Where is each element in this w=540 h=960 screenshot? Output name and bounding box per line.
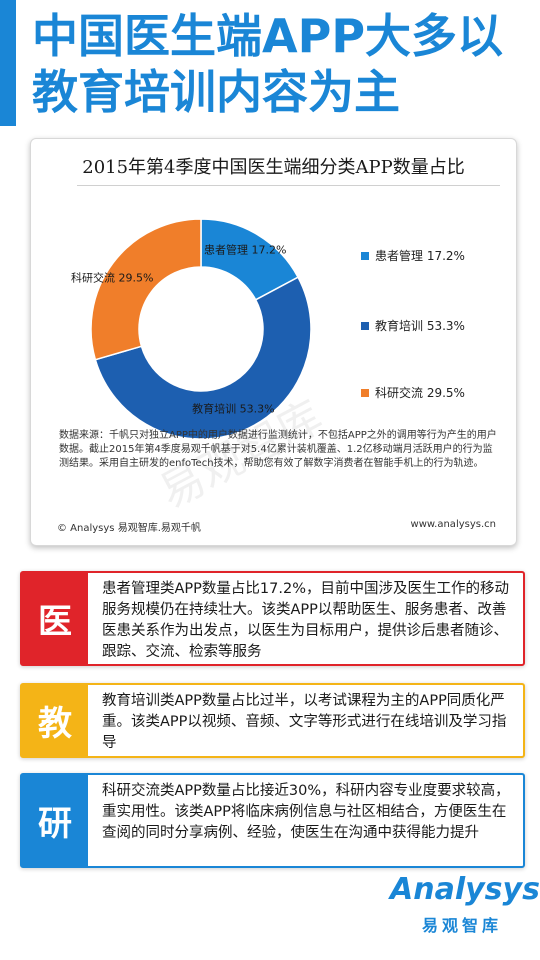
header: 中国医生端APP大多以教育培训内容为主 bbox=[0, 0, 540, 126]
legend-swatch bbox=[361, 388, 369, 397]
chart-title-divider bbox=[77, 185, 500, 186]
donut-chart: 患者管理 17.2% 教育培训 53.3% 科研交流 29.5% bbox=[71, 218, 312, 439]
slice-label-1: 教育培训 53.3% bbox=[192, 402, 274, 416]
info-box-education-training: 教 教育培训类APP数量占比过半，以考试课程为主的APP同质化严重。该类APP以… bbox=[20, 683, 525, 758]
info-text: 患者管理类APP数量占比17.2%，目前中国涉及医生工作的移动服务规模仍在持续壮… bbox=[102, 581, 509, 660]
legend-label: 患者管理 17.2% bbox=[375, 249, 465, 263]
legend-label: 科研交流 29.5% bbox=[375, 386, 465, 400]
slice-label-2: 科研交流 29.5% bbox=[71, 270, 153, 284]
info-text: 科研交流类APP数量占比接近30%，科研内容专业度要求较高，重实用性。该类APP… bbox=[102, 783, 510, 841]
chart-title: 2015年第4季度中国医生端细分类APP数量占比 bbox=[82, 157, 465, 178]
legend-swatch bbox=[361, 321, 369, 330]
chart-card: 2015年第4季度中国医生端细分类APP数量占比 易观智库 患者管理 17.2%… bbox=[30, 138, 517, 546]
chart-legend: 患者管理 17.2% 教育培训 53.3% 科研交流 29.5% bbox=[361, 139, 511, 439]
legend-item-2: 科研交流 29.5% bbox=[361, 384, 465, 401]
copyright-text: © Analysys 易观智库.易观千帆 bbox=[57, 523, 201, 534]
legend-label: 教育培训 53.3% bbox=[375, 319, 465, 333]
info-box-research-exchange: 研 科研交流类APP数量占比接近30%，科研内容专业度要求较高，重实用性。该类A… bbox=[20, 773, 525, 868]
source-note: 数据来源：千帆只对独立APP中的用户数据进行监测统计，不包括APP之外的调用等行… bbox=[59, 430, 497, 469]
donut-slice-2 bbox=[90, 218, 202, 361]
brand-logo: Analysys 易观智库 bbox=[390, 872, 540, 952]
info-icon-education: 教 bbox=[22, 685, 88, 756]
info-icon-research: 研 bbox=[22, 775, 88, 866]
info-icon-doctor: 医 bbox=[22, 573, 88, 664]
legend-item-1: 教育培训 53.3% bbox=[361, 317, 465, 334]
slice-label-0: 患者管理 17.2% bbox=[204, 242, 286, 256]
info-box-patient-management: 医 患者管理类APP数量占比17.2%，目前中国涉及医生工作的移动服务规模仍在持… bbox=[20, 571, 525, 666]
brand-subtitle: 易观智库 bbox=[422, 916, 503, 935]
header-accent-bar bbox=[0, 0, 16, 126]
legend-item-0: 患者管理 17.2% bbox=[361, 247, 465, 264]
legend-swatch bbox=[361, 251, 369, 260]
page-title: 中国医生端APP大多以教育培训内容为主 bbox=[32, 9, 504, 119]
website-link[interactable]: www.analysys.cn bbox=[410, 519, 496, 530]
info-text: 教育培训类APP数量占比过半，以考试课程为主的APP同质化严重。该类APP以视频… bbox=[102, 693, 507, 751]
donut-slice-1 bbox=[94, 276, 312, 439]
brand-name: Analysys bbox=[390, 872, 540, 907]
